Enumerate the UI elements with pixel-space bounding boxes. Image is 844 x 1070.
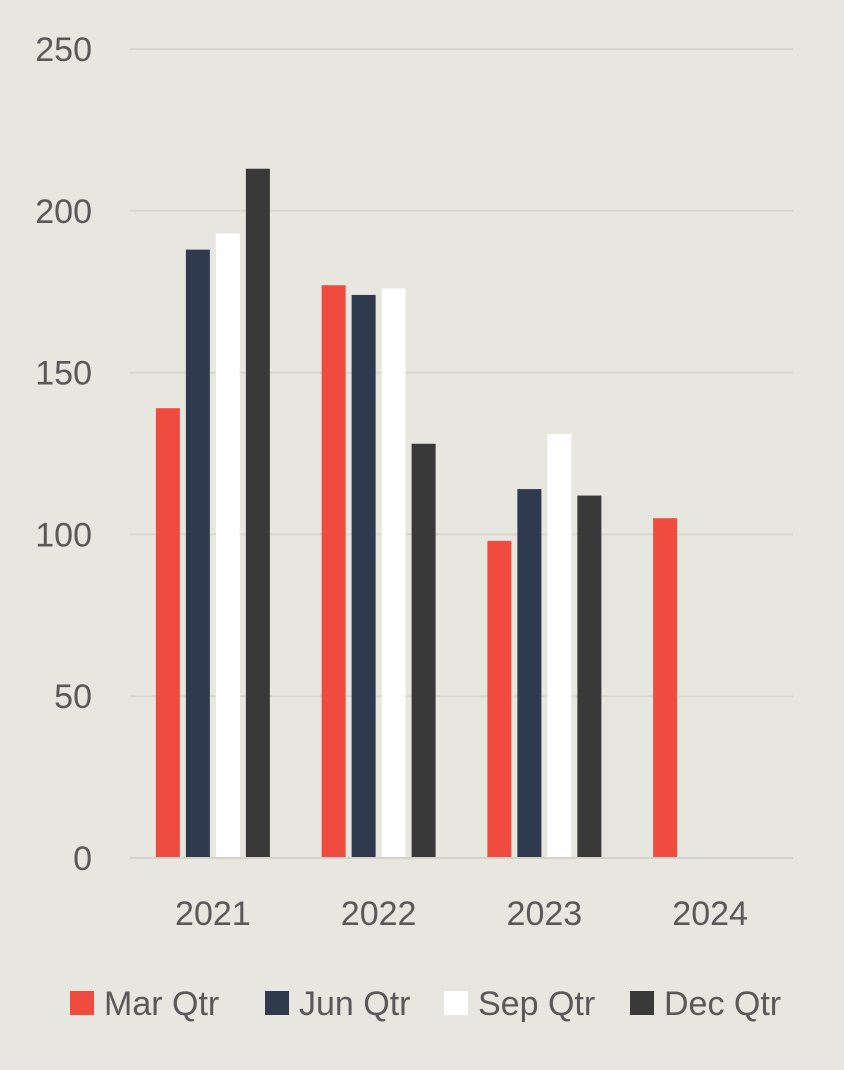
- legend-item-dec-qtr: Dec Qtr: [630, 985, 781, 1023]
- x-axis-ticks: 2021 2022 2023 2024: [175, 895, 748, 933]
- bar-sep-qtr-2021: [215, 233, 240, 858]
- y-axis-ticks: 0 50 100 150 200 250: [35, 31, 92, 878]
- legend-label: Dec Qtr: [664, 985, 781, 1023]
- x-tick-label: 2021: [175, 895, 251, 933]
- bar-mar-qtr-2024: [653, 518, 678, 858]
- y-tick-label: 50: [54, 678, 92, 716]
- x-tick-label: 2022: [341, 895, 417, 933]
- bar-dec-qtr-2022: [411, 443, 436, 858]
- bar-jun-qtr-2022: [351, 294, 376, 858]
- legend: Mar Qtr Jun Qtr Sep Qtr Dec Qtr: [70, 985, 781, 1023]
- legend-item-sep-qtr: Sep Qtr: [444, 985, 595, 1023]
- bar-mar-qtr-2022: [321, 285, 346, 858]
- bar-jun-qtr-2021: [185, 249, 210, 858]
- bar-sep-qtr-2022: [381, 288, 406, 858]
- x-tick-label: 2024: [672, 895, 748, 933]
- legend-swatch: [265, 991, 289, 1015]
- bar-dec-qtr-2023: [577, 495, 602, 858]
- gridlines: [130, 48, 793, 698]
- legend-swatch: [70, 991, 94, 1015]
- bar-mar-qtr-2021: [155, 408, 180, 858]
- legend-swatch: [630, 991, 654, 1015]
- legend-swatch: [444, 991, 468, 1015]
- y-tick-label: 150: [35, 355, 92, 393]
- y-tick-label: 0: [73, 840, 92, 878]
- legend-item-jun-qtr: Jun Qtr: [265, 985, 410, 1023]
- y-tick-label: 250: [35, 31, 92, 69]
- bar-jun-qtr-2023: [517, 489, 542, 858]
- x-tick-label: 2023: [507, 895, 583, 933]
- legend-label: Mar Qtr: [104, 985, 219, 1023]
- bars: [155, 168, 678, 858]
- legend-item-mar-qtr: Mar Qtr: [70, 985, 219, 1023]
- bar-sep-qtr-2023: [547, 434, 572, 858]
- bar-mar-qtr-2023: [487, 540, 512, 858]
- y-tick-label: 200: [35, 193, 92, 231]
- legend-label: Sep Qtr: [478, 985, 595, 1023]
- legend-label: Jun Qtr: [299, 985, 410, 1023]
- bar-dec-qtr-2021: [245, 168, 270, 858]
- y-tick-label: 100: [35, 516, 92, 554]
